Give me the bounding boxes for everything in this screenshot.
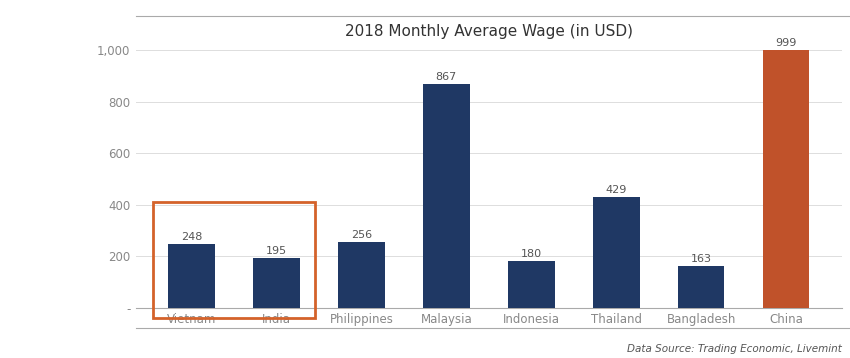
Bar: [338, 242, 385, 308]
Title: 2018 Monthly Average Wage (in USD): 2018 Monthly Average Wage (in USD): [345, 24, 632, 39]
Text: 163: 163: [690, 254, 711, 264]
Bar: [153, 202, 315, 318]
Text: 195: 195: [266, 246, 287, 256]
Bar: [592, 197, 639, 308]
Text: 180: 180: [521, 250, 541, 260]
Bar: [168, 244, 215, 308]
Text: 248: 248: [181, 232, 202, 242]
Text: 429: 429: [605, 185, 626, 195]
Bar: [423, 84, 470, 308]
Bar: [677, 266, 724, 308]
Text: 999: 999: [775, 38, 796, 48]
Bar: [507, 261, 554, 308]
Text: Monthly
Average
Wage: Monthly Average Wage: [50, 146, 128, 212]
Text: 256: 256: [351, 230, 372, 240]
Text: Data Source: Trading Economic, Livemint: Data Source: Trading Economic, Livemint: [626, 344, 842, 354]
Bar: [253, 258, 300, 308]
Text: 867: 867: [436, 72, 457, 82]
Bar: [762, 50, 809, 308]
